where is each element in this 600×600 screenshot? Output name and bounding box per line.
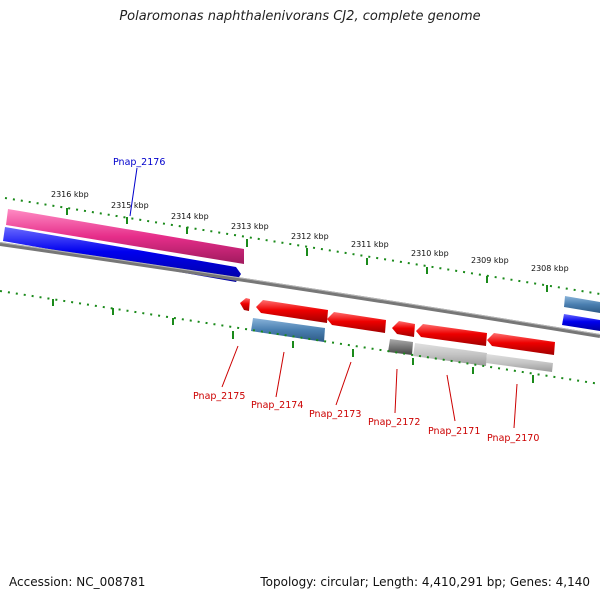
genome-summary-text: Topology: circular; Length: 4,410,291 bp… xyxy=(260,575,590,589)
label-pointer xyxy=(446,374,456,422)
label-pointer xyxy=(394,368,398,414)
bottom-gene-label[interactable]: Pnap_2175 xyxy=(193,391,245,402)
gene-pnap-2174-steel[interactable] xyxy=(251,318,325,342)
gene-pnap-2174[interactable] xyxy=(256,300,328,323)
scale-label: 2310 kbp xyxy=(411,249,449,258)
top-gene-label[interactable]: Pnap_2176 xyxy=(113,157,165,168)
label-pointer xyxy=(275,351,285,398)
gene-pnap-2170[interactable] xyxy=(487,333,555,355)
label-pointer xyxy=(129,167,138,217)
label-pointer xyxy=(513,383,518,429)
bottom-gene-label[interactable]: Pnap_2170 xyxy=(487,433,539,444)
bottom-gene-label[interactable]: Pnap_2172 xyxy=(368,417,420,428)
gene-blue-arrow[interactable] xyxy=(3,227,241,282)
gene-pnap-2171[interactable] xyxy=(416,324,487,346)
accession-text: Accession: NC_008781 xyxy=(9,575,146,589)
genome-backbone xyxy=(0,242,600,338)
gene-blue-right[interactable] xyxy=(562,314,600,331)
scale-label: 2309 kbp xyxy=(471,256,509,265)
bottom-label-pointers xyxy=(221,345,518,429)
gene-pnap-2171-light[interactable] xyxy=(413,343,487,366)
gene-pnap-2172[interactable] xyxy=(392,321,415,337)
label-pointer xyxy=(221,345,239,388)
scale-label: 2312 kbp xyxy=(291,232,329,241)
scale-label: 2316 kbp xyxy=(51,190,89,199)
scale-label: 2314 kbp xyxy=(171,212,209,221)
bottom-gene-label[interactable]: Pnap_2174 xyxy=(251,400,303,411)
top-scale-track xyxy=(4,197,600,295)
gene-pnap-2172-gray[interactable] xyxy=(388,339,413,355)
genome-backbone-highlight xyxy=(0,242,600,335)
gene-pnap-2175[interactable] xyxy=(240,298,250,311)
scale-label: 2308 kbp xyxy=(531,264,569,273)
scale-label: 2315 kbp xyxy=(111,201,149,210)
scale-label: 2313 kbp xyxy=(231,222,269,231)
bottom-gene-label[interactable]: Pnap_2171 xyxy=(428,426,480,437)
gene-pnap-2173[interactable] xyxy=(327,312,386,333)
scale-label: 2311 kbp xyxy=(351,240,389,249)
bottom-gene-label[interactable]: Pnap_2173 xyxy=(309,409,361,420)
gene-pnap-2176-block[interactable] xyxy=(6,209,244,264)
gene-pnap-2170-light[interactable] xyxy=(486,354,553,372)
label-pointer xyxy=(335,361,352,406)
genome-title: Polaromonas naphthalenivorans CJ2, compl… xyxy=(119,9,481,24)
bottom-scale-track xyxy=(0,290,600,385)
gene-steel-right[interactable] xyxy=(564,296,600,313)
